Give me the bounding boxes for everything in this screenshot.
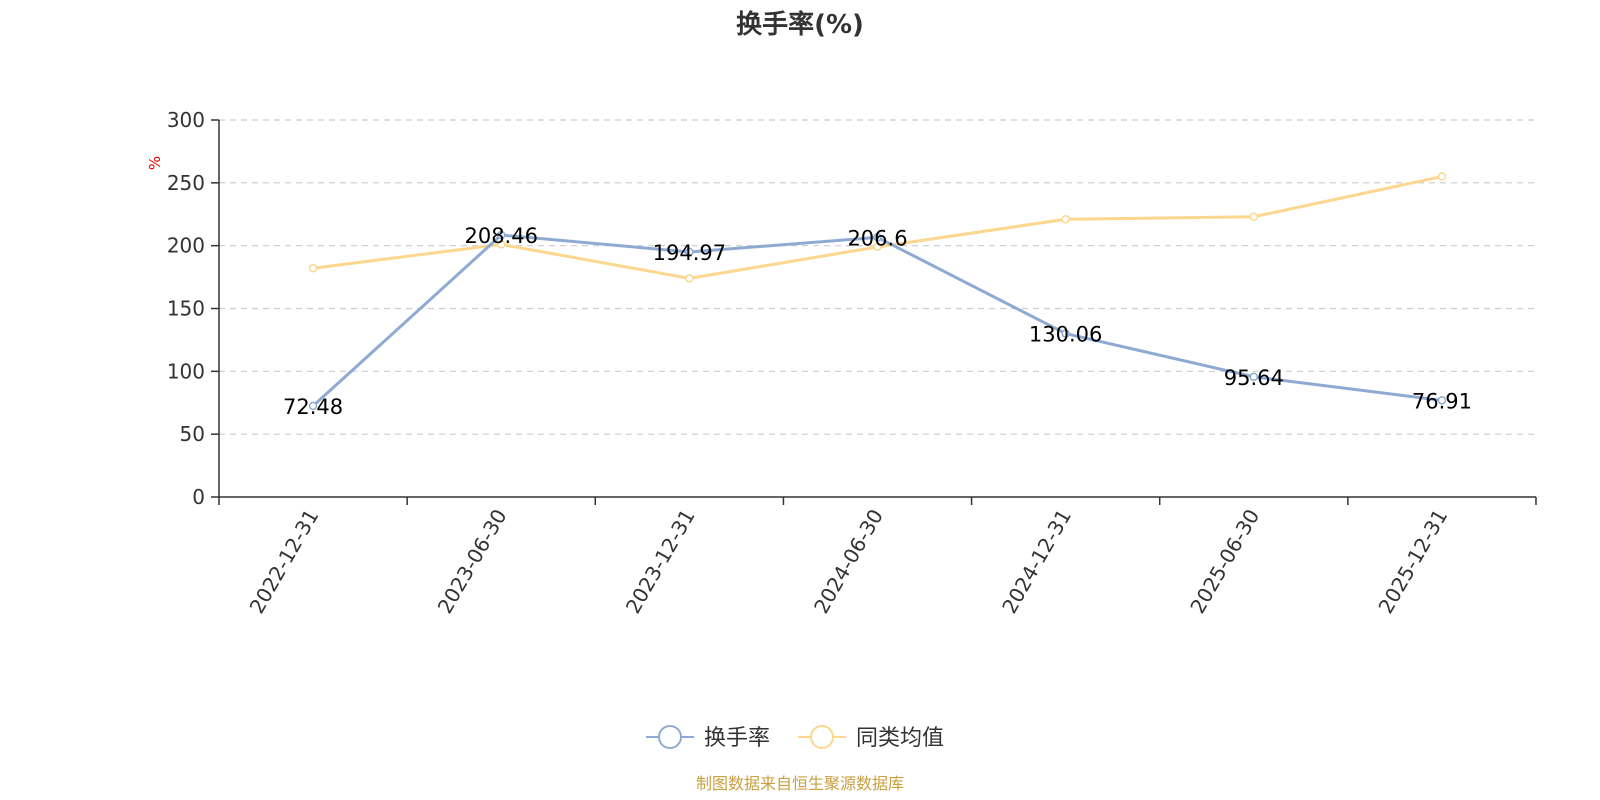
data-label: 76.91: [1412, 389, 1472, 413]
y-tick-label: 100: [167, 359, 205, 383]
data-point[interactable]: [1061, 329, 1070, 338]
data-label: 130.06: [1029, 323, 1102, 347]
y-axis-unit: %: [146, 156, 164, 170]
data-point[interactable]: [496, 240, 506, 249]
data-point[interactable]: [1249, 372, 1259, 382]
y-tick-label: 50: [180, 422, 205, 446]
x-tick-label: 2024-12-31: [997, 505, 1076, 618]
data-point[interactable]: [1249, 212, 1259, 222]
y-tick-label: 200: [167, 234, 205, 258]
legend: 换手率 同类均值: [646, 725, 944, 751]
x-tick-label: 2025-12-31: [1373, 505, 1452, 618]
legend-label-turnover: 换手率: [704, 726, 770, 751]
data-label: 208.46: [464, 224, 537, 248]
data-point[interactable]: [496, 230, 506, 240]
data-point[interactable]: [873, 242, 882, 252]
x-tick-label: 2023-12-31: [621, 505, 700, 618]
data-label: 95.64: [1224, 366, 1284, 390]
x-tick-label: 2025-06-30: [1185, 505, 1264, 618]
data-point[interactable]: [685, 247, 694, 257]
legend-label-peer-average: 同类均值: [856, 726, 944, 751]
legend-item-turnover[interactable]: 换手率: [646, 725, 770, 751]
data-point[interactable]: [1437, 172, 1447, 181]
y-tick-label: 150: [167, 297, 205, 321]
y-tick-label: 250: [167, 171, 205, 195]
y-axis-ticks: 0 50 100 150 200 250 300: [167, 108, 219, 509]
x-tick-label: 2022-12-31: [245, 505, 324, 618]
legend-item-peer-average[interactable]: 同类均值: [798, 725, 944, 751]
data-point[interactable]: [308, 264, 318, 273]
x-tick-label: 2023-06-30: [433, 505, 512, 618]
data-point[interactable]: [685, 274, 694, 283]
axes: [218, 120, 1536, 498]
series-lines: [308, 172, 1447, 411]
data-label: 194.97: [653, 241, 726, 265]
legend-marker-turnover: [658, 725, 682, 749]
data-point[interactable]: [873, 233, 882, 242]
data-point[interactable]: [1061, 215, 1070, 224]
data-point[interactable]: [1437, 396, 1447, 405]
data-label: 206.6: [847, 226, 907, 250]
chart-title: 换手率(%): [736, 9, 864, 40]
data-source-note: 制图数据来自恒生聚源数据库: [696, 774, 904, 793]
y-tick-label: 300: [167, 108, 205, 132]
data-point[interactable]: [308, 401, 318, 411]
x-axis-ticks: 2022-12-31 2023-06-30 2023-12-31 2024-06-30…: [218, 497, 1537, 618]
legend-marker-peer-average: [810, 725, 834, 749]
y-tick-label: 0: [192, 485, 205, 509]
data-label: 72.48: [283, 395, 343, 419]
x-tick-label: 2024-06-30: [809, 505, 888, 618]
data-labels: 72.48 208.46 194.97 206.6 130.06 95.64 76.91: [283, 224, 1472, 419]
